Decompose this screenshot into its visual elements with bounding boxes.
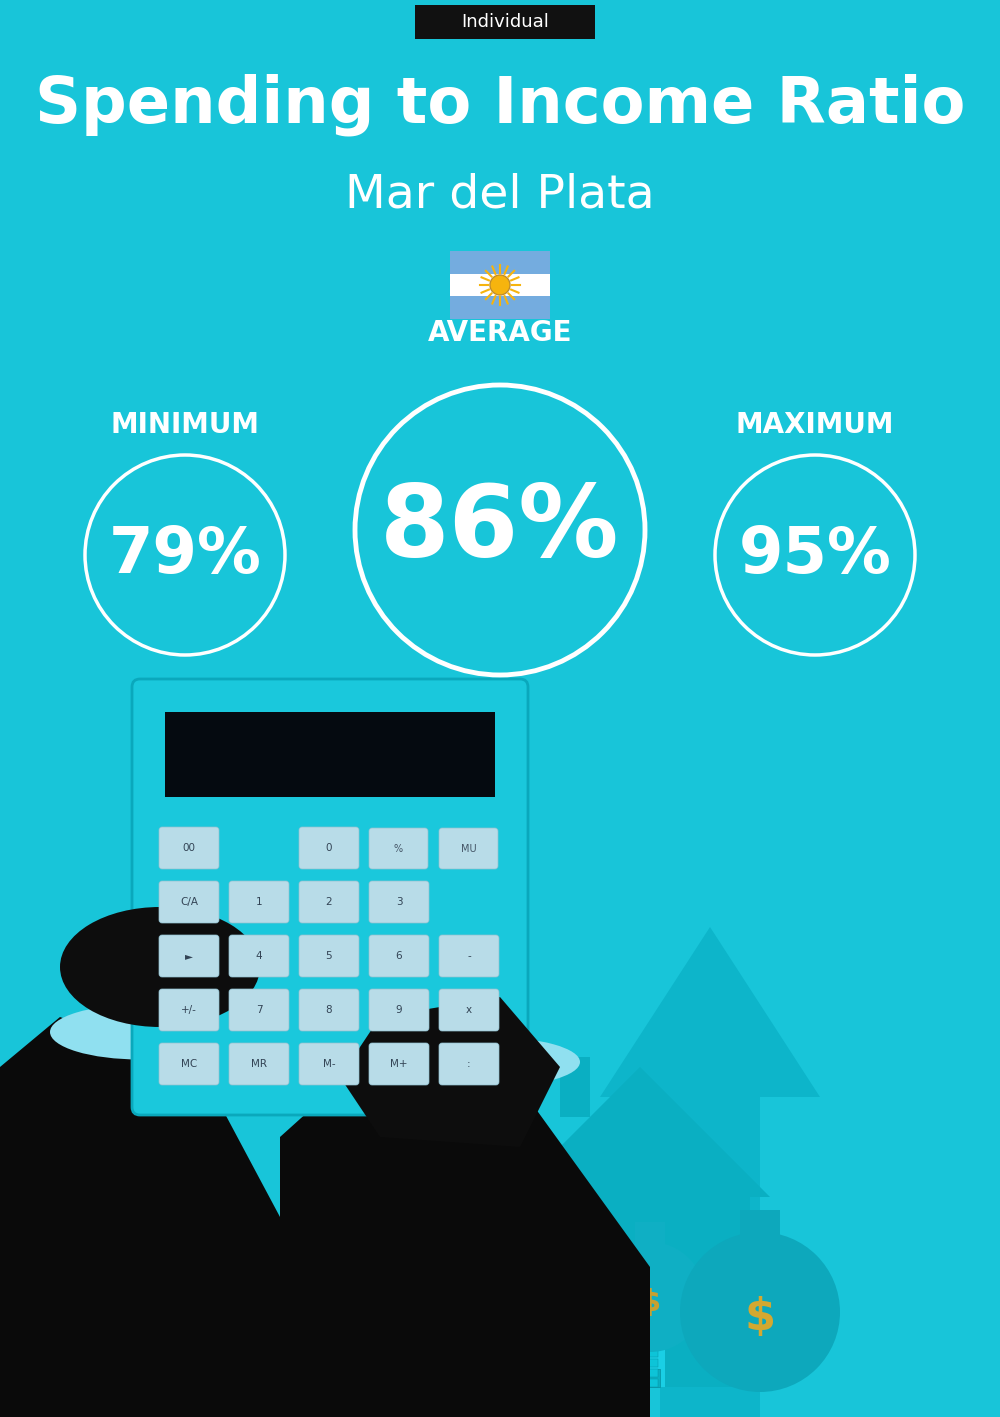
Text: MINIMUM: MINIMUM (110, 411, 260, 439)
Circle shape (595, 1241, 705, 1352)
Text: 7: 7 (256, 1005, 262, 1015)
Circle shape (490, 275, 510, 295)
FancyBboxPatch shape (369, 989, 429, 1032)
Bar (560, 1057, 590, 1117)
Text: 1: 1 (256, 897, 262, 907)
Text: Spending to Income Ratio: Spending to Income Ratio (35, 74, 965, 136)
Bar (450, 273, 550, 296)
Text: Mar del Plata: Mar del Plata (345, 173, 655, 217)
Text: :: : (467, 1058, 471, 1068)
FancyBboxPatch shape (229, 935, 289, 976)
Text: x: x (466, 1005, 472, 1015)
Text: $: $ (639, 1288, 661, 1316)
FancyBboxPatch shape (299, 935, 359, 976)
Text: %: % (394, 843, 403, 853)
Text: 3: 3 (396, 897, 402, 907)
FancyBboxPatch shape (439, 828, 498, 869)
FancyBboxPatch shape (299, 881, 359, 922)
Text: 00: 00 (182, 843, 196, 853)
FancyBboxPatch shape (299, 1043, 359, 1085)
Bar (740, 1210, 780, 1240)
FancyBboxPatch shape (159, 1043, 219, 1085)
FancyBboxPatch shape (229, 881, 289, 922)
Text: 5: 5 (326, 951, 332, 961)
Circle shape (680, 1231, 840, 1391)
Bar (580, 1369, 658, 1377)
Bar (580, 1349, 658, 1357)
Text: MAXIMUM: MAXIMUM (736, 411, 894, 439)
FancyBboxPatch shape (369, 1043, 429, 1085)
FancyBboxPatch shape (439, 1043, 499, 1085)
FancyBboxPatch shape (415, 6, 595, 40)
Text: MC: MC (181, 1058, 197, 1068)
Text: 4: 4 (256, 951, 262, 961)
Text: 6: 6 (396, 951, 402, 961)
Text: 0: 0 (326, 843, 332, 853)
FancyBboxPatch shape (369, 828, 428, 869)
Bar (580, 1369, 660, 1387)
Text: -: - (467, 951, 471, 961)
Polygon shape (510, 1067, 770, 1197)
FancyBboxPatch shape (299, 989, 359, 1032)
Text: 86%: 86% (380, 482, 620, 578)
Text: AVERAGE: AVERAGE (428, 319, 572, 347)
Bar (618, 1297, 638, 1332)
Bar (450, 296, 550, 319)
Bar (615, 1287, 665, 1387)
Text: M+: M+ (390, 1058, 408, 1068)
Bar (618, 1338, 638, 1377)
FancyBboxPatch shape (439, 989, 499, 1032)
FancyBboxPatch shape (159, 828, 219, 869)
Text: 79%: 79% (109, 524, 261, 587)
FancyBboxPatch shape (229, 989, 289, 1032)
FancyBboxPatch shape (299, 828, 359, 869)
Polygon shape (340, 998, 560, 1146)
FancyBboxPatch shape (132, 679, 528, 1115)
Bar (580, 1359, 658, 1367)
Text: M-: M- (323, 1058, 335, 1068)
FancyBboxPatch shape (369, 935, 429, 976)
Bar (580, 1379, 658, 1387)
Text: Individual: Individual (461, 13, 549, 31)
Text: MR: MR (251, 1058, 267, 1068)
FancyBboxPatch shape (229, 1043, 289, 1085)
Text: $: $ (744, 1295, 776, 1339)
Text: ►: ► (185, 951, 193, 961)
FancyBboxPatch shape (159, 881, 219, 922)
Ellipse shape (60, 907, 260, 1027)
Text: 2: 2 (326, 897, 332, 907)
Text: MU: MU (461, 843, 476, 853)
FancyBboxPatch shape (159, 989, 219, 1032)
FancyBboxPatch shape (369, 881, 429, 922)
Bar (165, 711, 495, 796)
Text: +/-: +/- (181, 1005, 197, 1015)
Text: 95%: 95% (739, 524, 891, 587)
Ellipse shape (50, 1005, 230, 1060)
FancyBboxPatch shape (159, 935, 219, 976)
Polygon shape (280, 1047, 650, 1417)
Polygon shape (0, 1017, 280, 1417)
Bar (635, 1221, 665, 1247)
Polygon shape (345, 1047, 505, 1417)
Text: 8: 8 (326, 1005, 332, 1015)
Ellipse shape (400, 1037, 580, 1087)
Bar (450, 251, 550, 273)
FancyBboxPatch shape (439, 935, 499, 976)
Polygon shape (600, 927, 820, 1417)
Text: 9: 9 (396, 1005, 402, 1015)
Text: C/A: C/A (180, 897, 198, 907)
Bar (530, 1197, 750, 1387)
